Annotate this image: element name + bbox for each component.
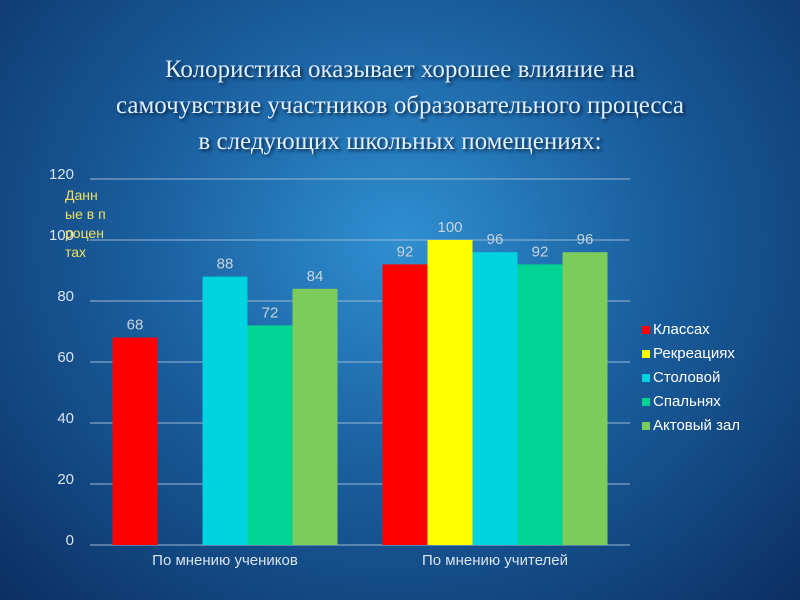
- data-label: 92: [397, 243, 414, 260]
- legend-marker: [642, 398, 650, 406]
- bar: [292, 288, 338, 545]
- data-label: 68: [127, 317, 144, 334]
- legend-label: Столовой: [653, 369, 720, 386]
- bar: [247, 325, 293, 545]
- bar: [472, 252, 518, 545]
- chart-title: Колористика оказывает хорошее влияние на…: [0, 52, 800, 160]
- title-line: в следующих школьных помещениях:: [198, 128, 602, 155]
- legend-marker: [642, 326, 650, 334]
- legend-marker: [642, 374, 650, 382]
- data-label: 96: [577, 231, 594, 248]
- data-label: 92: [532, 243, 549, 260]
- bar: [562, 252, 608, 545]
- legend-marker: [642, 350, 650, 358]
- bar: [517, 264, 563, 545]
- legend-label: Актовый зал: [653, 417, 740, 434]
- data-label: 84: [307, 268, 324, 285]
- legend-label: Спальнях: [653, 393, 721, 410]
- bar: [202, 276, 248, 545]
- title-line: самочувствие участников образовательного…: [115, 92, 685, 119]
- data-label: 72: [262, 304, 279, 321]
- x-tick-label: По мнению учителей: [422, 552, 568, 569]
- data-label: 100: [437, 219, 462, 236]
- y-tick-label: 40: [57, 410, 74, 427]
- y-tick-label: 100: [49, 227, 74, 244]
- y-tick-label: 0: [66, 532, 74, 549]
- legend-marker: [642, 422, 650, 430]
- y-tick-label: 20: [57, 471, 74, 488]
- legend-label: Рекреациях: [653, 345, 735, 362]
- data-label: 96: [487, 231, 504, 248]
- y-tick-label: 120: [49, 166, 74, 183]
- title-line: Колористика оказывает хорошее влияние на: [165, 56, 635, 83]
- bar: [427, 240, 473, 545]
- x-tick-label: По мнению учеников: [152, 552, 298, 569]
- y-tick-label: 80: [57, 288, 74, 305]
- bar: [112, 337, 158, 545]
- y-tick-label: 60: [57, 349, 74, 366]
- bar: [382, 264, 428, 545]
- legend-label: Классах: [653, 321, 710, 338]
- data-label: 88: [217, 256, 234, 273]
- y-axis-label: Данные в процентах: [65, 187, 106, 260]
